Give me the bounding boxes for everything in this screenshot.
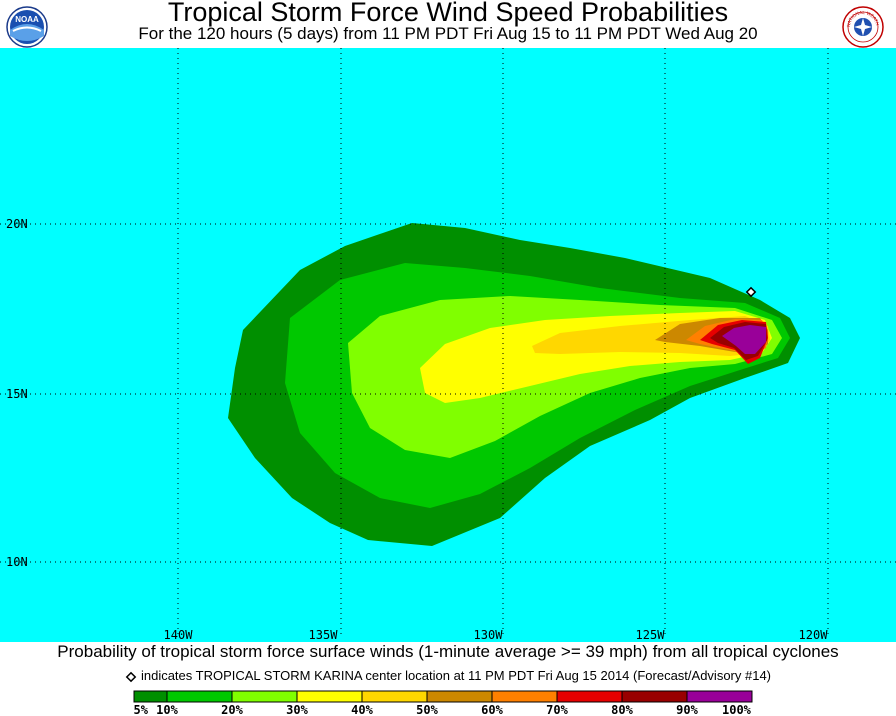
- lat-label-20n: 20N: [6, 217, 28, 231]
- colorbar-swatches: [133, 690, 753, 703]
- probability-map: 140W 135W 130W 125W 120W 20N 15N 10N: [0, 48, 896, 642]
- page-title: Tropical Storm Force Wind Speed Probabil…: [167, 0, 729, 27]
- lon-label-130w: 130W: [474, 628, 504, 642]
- lon-labels: 140W 135W 130W 125W 120W: [164, 628, 829, 642]
- colorbar-swatch-8: [621, 690, 688, 703]
- lat-label-15n: 15N: [6, 387, 28, 401]
- colorbar-label-9: 90%: [676, 703, 698, 716]
- colorbar-swatch-6: [491, 690, 558, 703]
- colorbar-swatch-7: [556, 690, 623, 703]
- lon-label-125w: 125W: [636, 628, 666, 642]
- lon-label-120w: 120W: [799, 628, 829, 642]
- colorbar-swatch-9: [686, 690, 753, 703]
- lat-labels: 20N 15N 10N: [6, 217, 28, 569]
- map-caption: Probability of tropical storm force surf…: [57, 642, 839, 661]
- colorbar-label-1: 10%: [156, 703, 178, 716]
- diamond-marker-icon: [125, 671, 137, 682]
- contour-90pct: [722, 325, 766, 354]
- lat-label-10n: 10N: [6, 555, 28, 569]
- probability-contours: [228, 223, 800, 546]
- colorbar-label-2: 20%: [221, 703, 243, 716]
- page-subtitle: For the 120 hours (5 days) from 11 PM PD…: [138, 24, 758, 43]
- colorbar-label-7: 70%: [546, 703, 568, 716]
- colorbar-swatch-3: [296, 690, 363, 703]
- colorbar-label-5: 50%: [416, 703, 438, 716]
- colorbar-swatch-5: [426, 690, 493, 703]
- noaa-logo-icon: NOAA: [6, 6, 48, 48]
- lon-label-135w: 135W: [309, 628, 339, 642]
- colorbar-label-6: 60%: [481, 703, 503, 716]
- colorbar-label-0: 5%: [134, 703, 149, 716]
- colorbar-swatch-4: [361, 690, 428, 703]
- storm-center-note: indicates TROPICAL STORM KARINA center l…: [0, 668, 896, 684]
- colorbar-swatch-0: [133, 690, 168, 703]
- colorbar-label-10: 100%: [722, 703, 752, 716]
- header: NOAA Tropical Storm Force Wind Speed Pro…: [0, 0, 896, 48]
- noaa-logo-text: NOAA: [15, 15, 39, 24]
- colorbar-label-3: 30%: [286, 703, 308, 716]
- nws-logo-icon: NATIONAL WEATHER SERVICE: [842, 6, 884, 48]
- lon-label-140w: 140W: [164, 628, 194, 642]
- colorbar-label-4: 40%: [351, 703, 373, 716]
- colorbar-swatch-1: [166, 690, 233, 703]
- colorbar-label-8: 80%: [611, 703, 633, 716]
- storm-center-note-text: indicates TROPICAL STORM KARINA center l…: [140, 668, 772, 683]
- colorbar-labels: 5% 10% 20% 30% 40% 50% 60% 70% 80% 90% 100%: [134, 703, 752, 716]
- probability-colorbar: 5% 10% 20% 30% 40% 50% 60% 70% 80% 90% 100%: [133, 690, 753, 716]
- storm-center-marker-icon: [745, 286, 757, 298]
- colorbar-swatch-2: [231, 690, 298, 703]
